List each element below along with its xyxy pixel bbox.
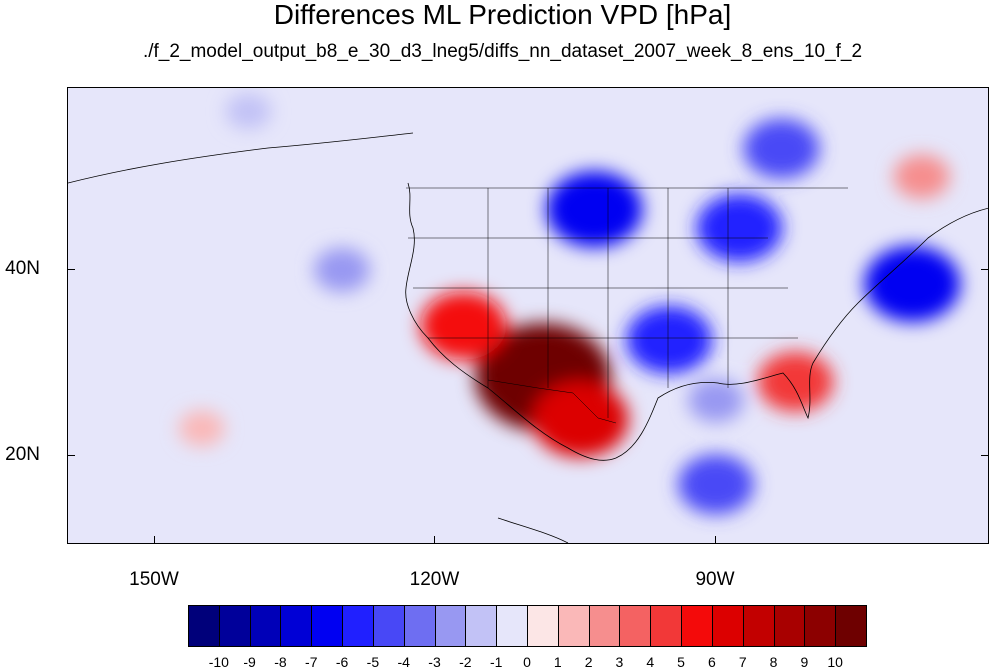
map-plot-area [67, 87, 989, 544]
anomaly-region [864, 245, 961, 322]
anomaly-region [696, 193, 783, 262]
colorbar-label: -9 [243, 654, 256, 670]
colorbar-label: -8 [274, 654, 287, 670]
colorbar-label: -3 [428, 654, 441, 670]
y-tick-label: 20N [5, 444, 40, 466]
y-tick-mark [67, 455, 75, 457]
colorbar-swatch [804, 605, 837, 647]
anomaly-region [225, 93, 272, 130]
colorbar-label: 2 [584, 654, 593, 670]
colorbar-label: -2 [459, 654, 472, 670]
chart-title: Differences ML Prediction VPD [hPa] [273, 0, 732, 30]
colorbar-swatch [218, 605, 251, 647]
anomaly-region [757, 351, 834, 412]
colorbar-swatch [742, 605, 775, 647]
colorbar-label: -10 [208, 654, 229, 670]
y-tick-mark [981, 455, 989, 457]
state-lines-vertical [487, 188, 729, 418]
x-tick-label: 90W [695, 569, 735, 590]
colorbar-label: -7 [305, 654, 318, 670]
colorbar-label: 8 [769, 654, 778, 670]
colorbar-swatch [403, 605, 436, 647]
us-mexico-border [487, 379, 617, 424]
colorbar-label: 6 [708, 654, 716, 670]
colorbar-swatch [711, 605, 744, 647]
x-tick-mark [715, 536, 717, 544]
colorbar-swatch [496, 605, 528, 647]
anomaly-region [420, 291, 507, 360]
colorbar-swatch [188, 605, 220, 647]
political-boundaries [406, 187, 848, 424]
colorbar-swatch [557, 605, 590, 647]
anomaly-region [893, 154, 950, 199]
colorbar-swatch [588, 605, 621, 647]
colorbar-swatch [773, 605, 806, 647]
colorbar-label: -1 [489, 654, 503, 670]
x-tick-label: 150W [129, 569, 179, 590]
colorbar-label: 1 [553, 654, 562, 670]
anomaly-region [178, 410, 225, 447]
colorbar-label: 0 [523, 654, 531, 670]
colorbar-swatch [249, 605, 282, 647]
pacific-coastline [405, 182, 617, 461]
colorbar-swatch [434, 605, 467, 647]
chart-subtitle: ./f_2_model_output_b8_e_30_d3_lneg5/diff… [142, 41, 863, 62]
colorbar-label: -5 [366, 654, 380, 670]
colorbar-swatch [527, 605, 559, 647]
anomaly-region [688, 378, 745, 423]
colorbar-swatch [465, 605, 498, 647]
colorbar-label: 7 [738, 654, 747, 670]
alaska-coast [68, 132, 414, 184]
anomaly-region [743, 118, 820, 179]
map-heatmap [68, 88, 988, 543]
colorbar-swatch [311, 605, 344, 647]
colorbar-label: 5 [677, 654, 685, 670]
state-lines-horizontal [408, 237, 798, 339]
x-tick-mark [153, 536, 155, 544]
colorbar-label: -6 [335, 654, 349, 670]
central-america-coast [497, 517, 569, 543]
x-tick-mark [434, 536, 436, 544]
x-tick-label: 120W [409, 569, 460, 590]
background-field [68, 88, 988, 543]
colorbar-swatch [681, 605, 713, 647]
colorbar-label: 4 [646, 654, 655, 670]
anomaly-region [626, 305, 713, 374]
coastlines [68, 132, 988, 543]
colorbar-swatch [372, 605, 405, 647]
atlantic-gulf-coastline [615, 207, 988, 459]
colorbar-swatch [619, 605, 652, 647]
anomaly-region [546, 171, 643, 248]
y-tick-mark [981, 268, 989, 270]
y-tick-mark [67, 268, 75, 270]
anomaly-region [678, 454, 755, 515]
anomaly-region [532, 381, 629, 458]
colorbar-label: 3 [615, 654, 624, 670]
colorbar-label: 9 [800, 654, 809, 670]
colorbar-swatch [835, 605, 867, 647]
y-tick-label: 40N [5, 257, 40, 279]
colorbar-swatch [280, 605, 313, 647]
colorbar-label: 10 [827, 654, 843, 670]
colorbar-label: -4 [397, 654, 410, 670]
colorbar-swatch [342, 605, 374, 647]
anomaly-region [313, 247, 370, 292]
colorbar-swatch [650, 605, 683, 647]
